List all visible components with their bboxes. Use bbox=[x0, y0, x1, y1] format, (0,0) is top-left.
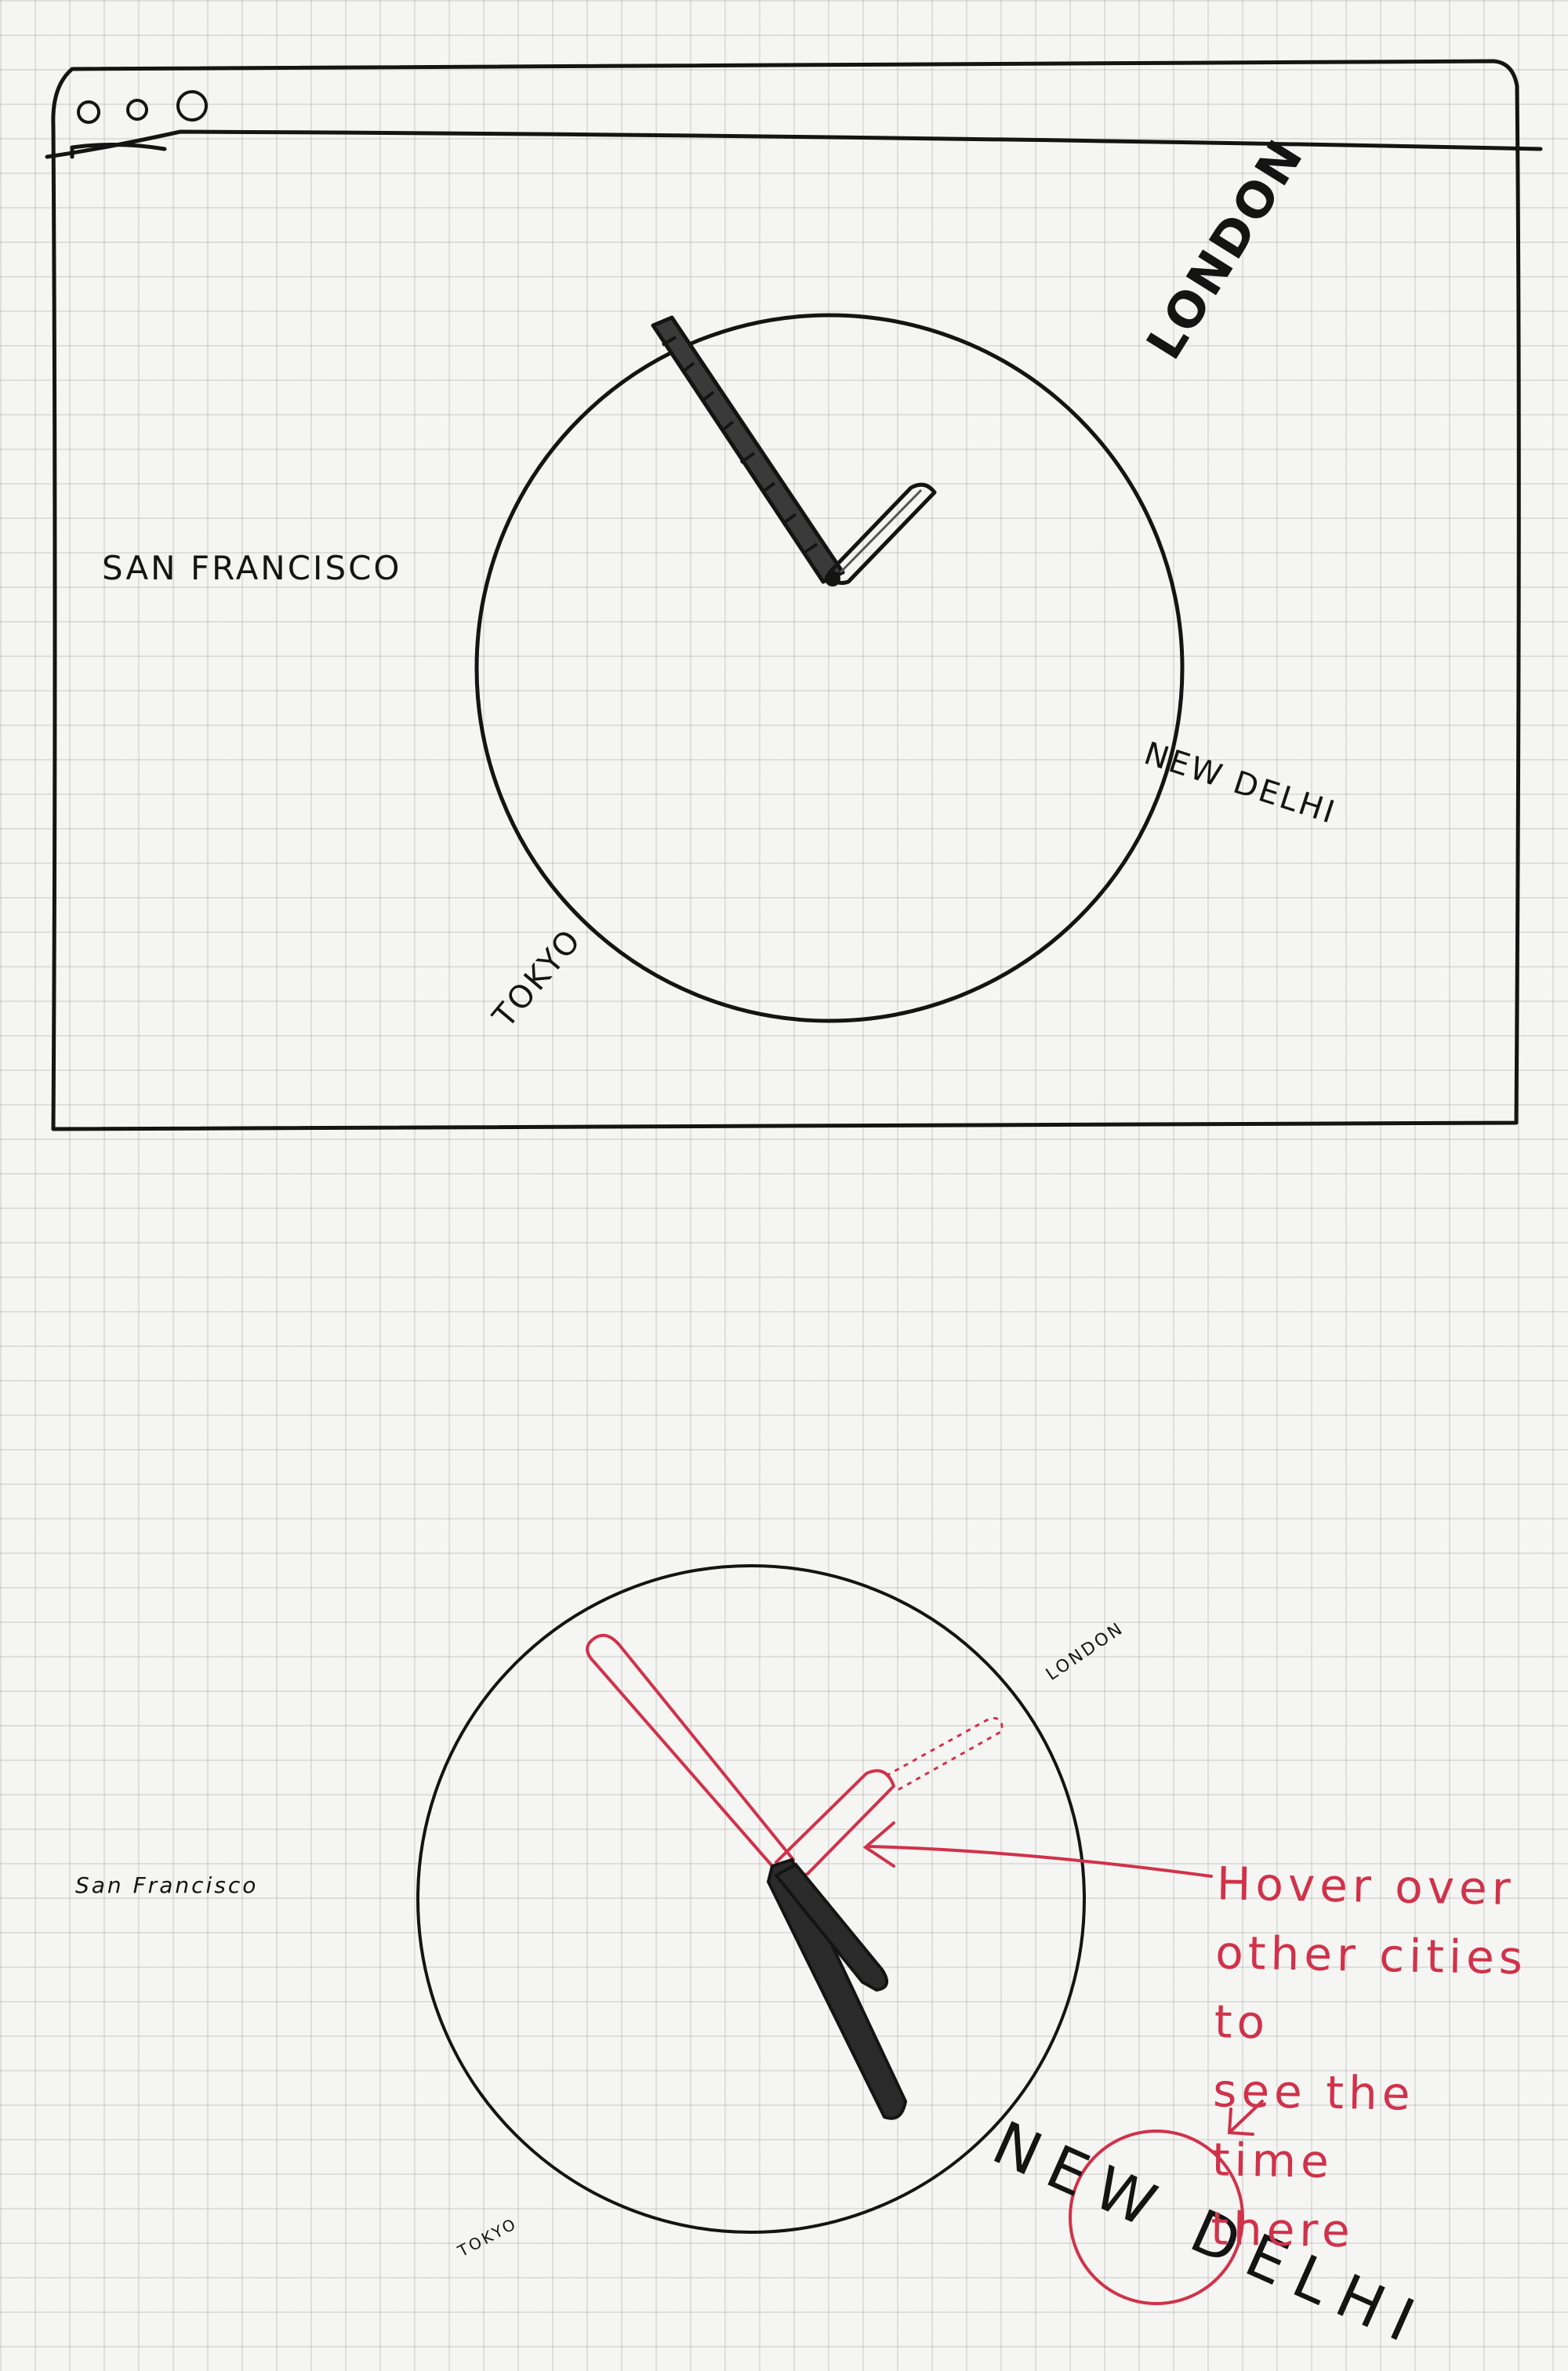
clock-center bbox=[825, 571, 840, 586]
hover-annotation-note: Hover over other cities to see the time … bbox=[1210, 1857, 1528, 2258]
hover-minute-hand-red bbox=[586, 1633, 795, 1874]
hover-clock bbox=[416, 1564, 1264, 2305]
hover-clock-face bbox=[416, 1564, 1086, 2234]
world-clock bbox=[474, 313, 1185, 1023]
hover-black-hands bbox=[766, 1857, 908, 2120]
close-button[interactable] bbox=[77, 100, 100, 124]
hover-note-arrow bbox=[1227, 2100, 1264, 2136]
minute-hand bbox=[651, 315, 845, 584]
window-controls bbox=[77, 90, 208, 124]
minimize-button[interactable] bbox=[126, 99, 148, 121]
browser-window bbox=[45, 59, 1543, 1131]
title-bar-divider bbox=[45, 129, 1543, 159]
hover-ghost-hand bbox=[885, 1716, 1004, 1792]
clock-face bbox=[474, 313, 1185, 1023]
hover-target-circle bbox=[1069, 2130, 1244, 2305]
hover-arrow bbox=[862, 1821, 1213, 1878]
city-label-san-francisco[interactable]: SAN FRANCISCO bbox=[102, 549, 402, 587]
hour-hand bbox=[827, 482, 937, 585]
hover-city-label-san-francisco[interactable]: San Francisco bbox=[75, 1872, 259, 1898]
maximize-button[interactable] bbox=[176, 90, 208, 122]
